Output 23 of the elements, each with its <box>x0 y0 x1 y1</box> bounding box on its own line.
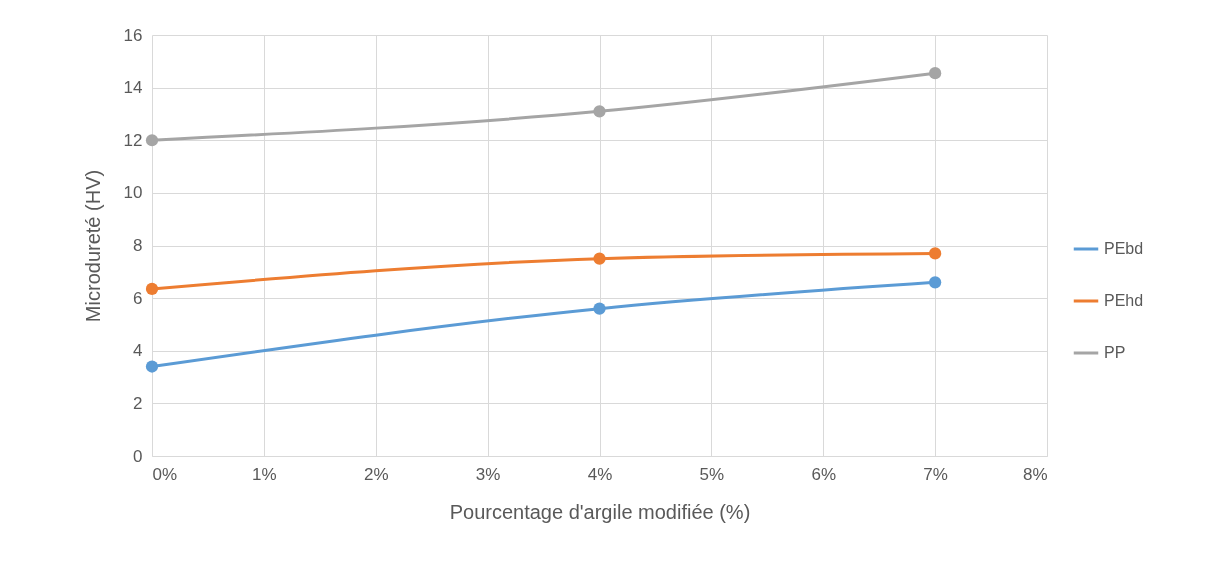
y-tick-label: 10 <box>123 183 143 203</box>
x-tick-label: 2% <box>363 464 389 484</box>
y-tick-label: 6 <box>133 288 143 308</box>
legend-label: PP <box>1104 344 1126 361</box>
x-tick-label: 1% <box>252 464 277 484</box>
y-axis-title: Microdureté (HV) <box>81 169 104 323</box>
legend-label: PEbd <box>1104 240 1144 257</box>
x-tick-label: 7% <box>923 464 948 484</box>
x-tick-label: 8% <box>1022 464 1048 484</box>
x-tick-label: 3% <box>475 464 501 484</box>
x-tick-label: 6% <box>811 464 837 484</box>
x-axis-title: Pourcentage d'argile modifiée (%) <box>449 500 751 523</box>
y-tick-label: 12 <box>123 130 143 150</box>
y-tick-label: 4 <box>133 341 143 361</box>
y-tick-label: 8 <box>133 236 143 255</box>
y-tick-label: 0 <box>133 446 143 466</box>
x-tick-label: 5% <box>699 464 725 484</box>
y-tick-label: 14 <box>123 78 143 98</box>
legend-label: PEhd <box>1104 292 1144 309</box>
x-tick-label: 4% <box>587 464 613 484</box>
y-tick-label: 2 <box>133 393 143 413</box>
x-tick-label: 0% <box>152 464 178 484</box>
y-tick-label: 16 <box>123 25 143 45</box>
